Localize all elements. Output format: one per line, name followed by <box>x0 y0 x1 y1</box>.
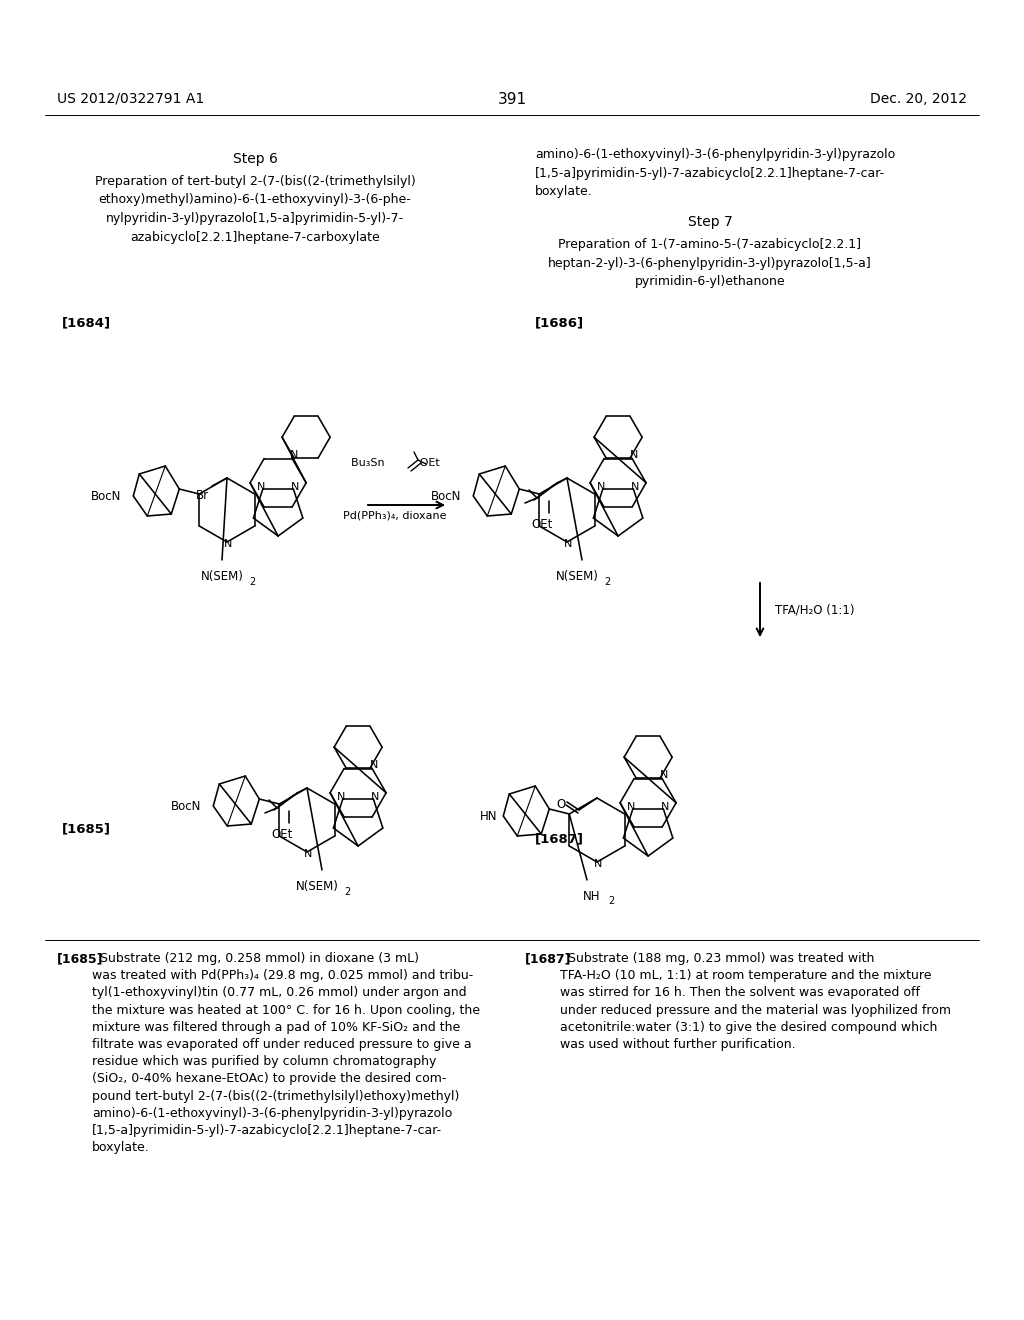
Text: 2: 2 <box>249 577 255 587</box>
Text: 2: 2 <box>608 896 614 906</box>
Text: amino)-6-(1-ethoxyvinyl)-3-(6-phenylpyridin-3-yl)pyrazolo
[1,5-a]pyrimidin-5-yl): amino)-6-(1-ethoxyvinyl)-3-(6-phenylpyri… <box>535 148 895 198</box>
Text: N(SEM): N(SEM) <box>296 880 339 894</box>
Text: N: N <box>564 539 572 549</box>
Text: [1687]: [1687] <box>525 952 571 965</box>
Text: BocN: BocN <box>91 490 121 503</box>
Text: N: N <box>371 792 379 801</box>
Text: N: N <box>594 859 602 869</box>
Text: [1687]: [1687] <box>535 833 584 846</box>
Text: NH: NH <box>584 890 601 903</box>
Text: Preparation of tert-butyl 2-(7-(bis((2-(trimethylsilyl)
ethoxy)methyl)amino)-6-(: Preparation of tert-butyl 2-(7-(bis((2-(… <box>94 176 416 243</box>
Text: Substrate (188 mg, 0.23 mmol) was treated with
TFA-H₂O (10 mL, 1:1) at room temp: Substrate (188 mg, 0.23 mmol) was treate… <box>560 952 951 1051</box>
Text: OEt: OEt <box>531 517 553 531</box>
Text: N: N <box>224 539 232 549</box>
Text: [1685]: [1685] <box>62 822 111 836</box>
Text: Substrate (212 mg, 0.258 mmol) in dioxane (3 mL)
was treated with Pd(PPh₃)₄ (29.: Substrate (212 mg, 0.258 mmol) in dioxan… <box>92 952 480 1154</box>
Text: N: N <box>660 801 670 812</box>
Text: N: N <box>630 450 638 459</box>
Text: N: N <box>257 482 265 491</box>
Text: [1685]: [1685] <box>57 952 103 965</box>
Text: Step 7: Step 7 <box>688 215 732 228</box>
Text: N: N <box>627 801 635 812</box>
Text: 2: 2 <box>344 887 350 898</box>
Text: Preparation of 1-(7-amino-5-(7-azabicyclo[2.2.1]
heptan-2-yl)-3-(6-phenylpyridin: Preparation of 1-(7-amino-5-(7-azabicycl… <box>548 238 871 288</box>
Text: Dec. 20, 2012: Dec. 20, 2012 <box>870 92 967 106</box>
Text: N: N <box>291 482 299 491</box>
Text: N: N <box>659 770 668 780</box>
Text: OEt: OEt <box>271 828 293 841</box>
Text: N: N <box>631 482 639 491</box>
Text: O: O <box>556 799 565 812</box>
Text: N: N <box>337 792 345 801</box>
Text: BocN: BocN <box>431 490 461 503</box>
Text: N: N <box>597 482 605 491</box>
Text: N(SEM): N(SEM) <box>556 570 598 583</box>
Text: [1684]: [1684] <box>62 315 112 329</box>
Text: BocN: BocN <box>171 800 202 813</box>
Text: N: N <box>370 760 378 770</box>
Text: US 2012/0322791 A1: US 2012/0322791 A1 <box>57 92 204 106</box>
Text: N(SEM): N(SEM) <box>201 570 244 583</box>
Text: Br: Br <box>196 488 209 502</box>
Text: Pd(PPh₃)₄, dioxane: Pd(PPh₃)₄, dioxane <box>343 510 446 520</box>
Text: 391: 391 <box>498 92 526 107</box>
Text: [1686]: [1686] <box>535 315 584 329</box>
Text: N: N <box>290 450 298 459</box>
Text: Bu₃Sn          OEt: Bu₃Sn OEt <box>350 458 439 469</box>
Text: TFA/H₂O (1:1): TFA/H₂O (1:1) <box>775 603 854 616</box>
Text: 2: 2 <box>604 577 610 587</box>
Text: Step 6: Step 6 <box>232 152 278 166</box>
Text: HN: HN <box>480 809 498 822</box>
Text: N: N <box>304 849 312 859</box>
